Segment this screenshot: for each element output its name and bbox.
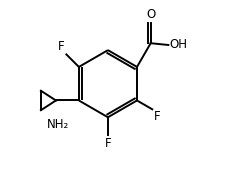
Text: F: F [58, 40, 64, 53]
Text: OH: OH [169, 38, 186, 51]
Text: F: F [104, 137, 111, 150]
Text: F: F [153, 110, 160, 123]
Text: O: O [145, 8, 155, 21]
Text: NH₂: NH₂ [46, 118, 68, 131]
